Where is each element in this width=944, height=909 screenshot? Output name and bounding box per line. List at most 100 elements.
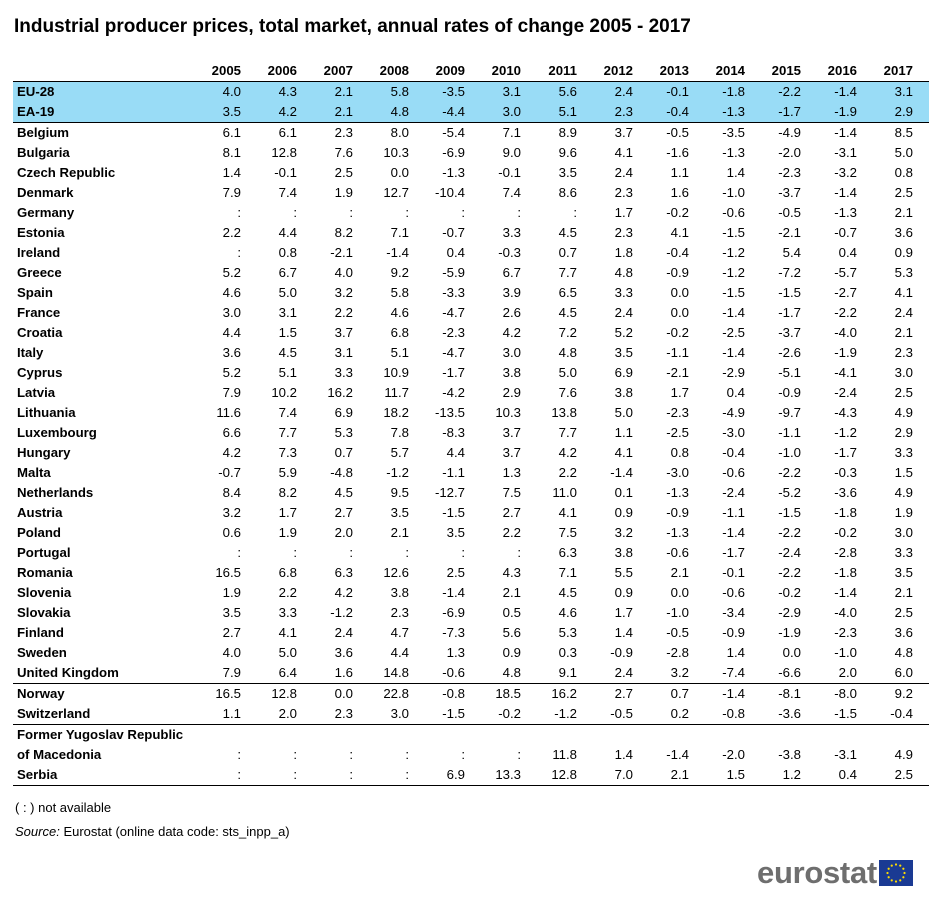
cell-value: : xyxy=(349,205,353,220)
cell-value: 1.4 xyxy=(726,165,745,180)
row-label: Slovakia xyxy=(17,605,71,620)
cell-value: : xyxy=(425,724,481,765)
cell-value: -0.1 xyxy=(649,81,705,102)
cell-value: 6.5 xyxy=(558,285,577,300)
cell-value: 6.8 xyxy=(390,325,409,340)
cell-value: 4.4 xyxy=(222,325,241,340)
cell-value: 3.0 xyxy=(894,525,913,540)
cell-value: -1.3 xyxy=(666,525,689,540)
cell-value: : xyxy=(517,205,521,220)
cell-value: -1.3 xyxy=(834,205,857,220)
cell-value: -1.3 xyxy=(705,102,761,123)
cell-value: -8.3 xyxy=(442,425,465,440)
cell-value: -1.2 xyxy=(386,465,409,480)
table-row: Romania 16.5 6.8 6.3 12.6 2.5 4.3 7.1 5.5 2.1 -0.1… xyxy=(13,563,929,583)
cell-value: 4.0 xyxy=(334,265,353,280)
cell-value: 8.6 xyxy=(558,185,577,200)
cell-value: -1.3 xyxy=(666,485,689,500)
cell-value: -2.0 xyxy=(778,145,801,160)
cell-value: 1.9 xyxy=(222,585,241,600)
cell-value: 4.7 xyxy=(390,625,409,640)
cell-value: -1.5 xyxy=(778,505,801,520)
cell-value: 1.5 xyxy=(705,765,761,786)
row-label: Austria xyxy=(17,505,63,520)
cell-value: -2.1 xyxy=(778,225,801,240)
cell-value: 8.1 xyxy=(222,145,241,160)
cell-value: 8.5 xyxy=(873,122,929,143)
cell-value: 7.9 xyxy=(222,385,241,400)
table-row: Italy 3.6 4.5 3.1 5.1 -4.7 3.0 4.8 3.5 -1.1 -1.4 -2… xyxy=(13,343,929,363)
cell-value: 3.5 xyxy=(558,165,577,180)
cell-value: 14.8 xyxy=(383,665,409,680)
row-label: EA-19 xyxy=(13,102,201,123)
cell-value: 1.5 xyxy=(278,325,297,340)
cell-value: 0.4 xyxy=(726,385,745,400)
table-row: Bulgaria 8.1 12.8 7.6 10.3 -6.9 9.0 9.6 4.1 -1.6 -… xyxy=(13,143,929,163)
cell-value: 6.1 xyxy=(257,122,313,143)
row-label: EU-28 xyxy=(13,81,201,102)
cell-value: 4.6 xyxy=(222,285,241,300)
cell-value: -1.5 xyxy=(778,285,801,300)
cell-value: 2.0 xyxy=(278,706,297,721)
row-label: Germany xyxy=(17,205,75,220)
cell-value: 4.8 xyxy=(558,345,577,360)
cell-value: 0.1 xyxy=(614,485,633,500)
cell-value: 1.9 xyxy=(278,525,297,540)
cell-value: 4.2 xyxy=(502,325,521,340)
cell-value: 13.3 xyxy=(481,765,537,786)
eu-flag-icon xyxy=(878,860,913,886)
table-row: Lithuania 11.6 7.4 6.9 18.2 -13.5 10.3 13.8 5.0 -… xyxy=(13,403,929,423)
cell-value: -1.4 xyxy=(834,585,857,600)
cell-value: 11.0 xyxy=(552,485,577,500)
cell-value: 4.1 xyxy=(614,445,633,460)
cell-value: -0.2 xyxy=(498,706,521,721)
cell-value: : xyxy=(313,765,369,786)
cell-value: 1.1 xyxy=(670,165,689,180)
cell-value: -2.7 xyxy=(834,285,857,300)
table-row: Croatia 4.4 1.5 3.7 6.8 -2.3 4.2 7.2 5.2 -0.2 -2.5… xyxy=(13,323,929,343)
cell-value: 6.9 xyxy=(334,405,353,420)
cell-value: 12.7 xyxy=(383,185,409,200)
source-label: Source: xyxy=(15,824,60,839)
cell-value: 0.9 xyxy=(614,585,633,600)
cell-value: -3.1 xyxy=(817,724,873,765)
cell-value: 3.8 xyxy=(502,365,521,380)
table-row: EU-28 4.0 4.3 2.1 5.8 -3.5 3.1 5.6 2.4 -0.1 -1.8 -2… xyxy=(13,81,929,102)
table-header-row: 2005 2006 2007 2008 2009 2010 2011 2012 2013 2014… xyxy=(13,61,929,82)
row-label: Romania xyxy=(17,565,73,580)
cell-value: 1.8 xyxy=(614,245,633,260)
cell-value: 4.1 xyxy=(614,145,633,160)
cell-value: 6.1 xyxy=(201,122,257,143)
cell-value: 2.4 xyxy=(614,665,633,680)
cell-value: 8.2 xyxy=(278,485,297,500)
row-label: Czech Republic xyxy=(17,165,116,180)
table-row: Greece 5.2 6.7 4.0 9.2 -5.9 6.7 7.7 4.8 -0.9 -1.2 -… xyxy=(13,263,929,283)
cell-value: 6.9 xyxy=(425,765,481,786)
cell-value: -0.6 xyxy=(722,465,745,480)
table-row: Luxembourg 6.6 7.7 5.3 7.8 -8.3 3.7 7.7 1.1 -2.5 -… xyxy=(13,423,929,443)
cell-value: 8.9 xyxy=(537,122,593,143)
cell-value: -0.8 xyxy=(425,683,481,704)
cell-value: 4.1 xyxy=(670,225,689,240)
cell-value: 7.1 xyxy=(481,122,537,143)
cell-value: 2.7 xyxy=(334,505,353,520)
cell-value: 1.7 xyxy=(614,605,633,620)
cell-value: -2.9 xyxy=(722,365,745,380)
cell-value: -2.3 xyxy=(778,165,801,180)
header-country xyxy=(13,61,201,82)
cell-value: 9.2 xyxy=(873,683,929,704)
table-row: Netherlands 8.4 8.2 4.5 9.5 -12.7 7.5 11.0 0.1 -1… xyxy=(13,483,929,503)
cell-value: -1.9 xyxy=(817,102,873,123)
cell-value: 1.1 xyxy=(614,425,633,440)
cell-value: 2.1 xyxy=(313,81,369,102)
cell-value: 5.2 xyxy=(222,365,241,380)
cell-value: -2.5 xyxy=(666,425,689,440)
cell-value: 2.2 xyxy=(558,465,577,480)
cell-value: -3.5 xyxy=(425,81,481,102)
cell-value: -3.2 xyxy=(834,165,857,180)
cell-value: -1.5 xyxy=(834,706,857,721)
cell-value: 3.1 xyxy=(481,81,537,102)
cell-value: -0.9 xyxy=(666,505,689,520)
cell-value: : xyxy=(201,765,257,786)
cell-value: -2.4 xyxy=(778,545,801,560)
